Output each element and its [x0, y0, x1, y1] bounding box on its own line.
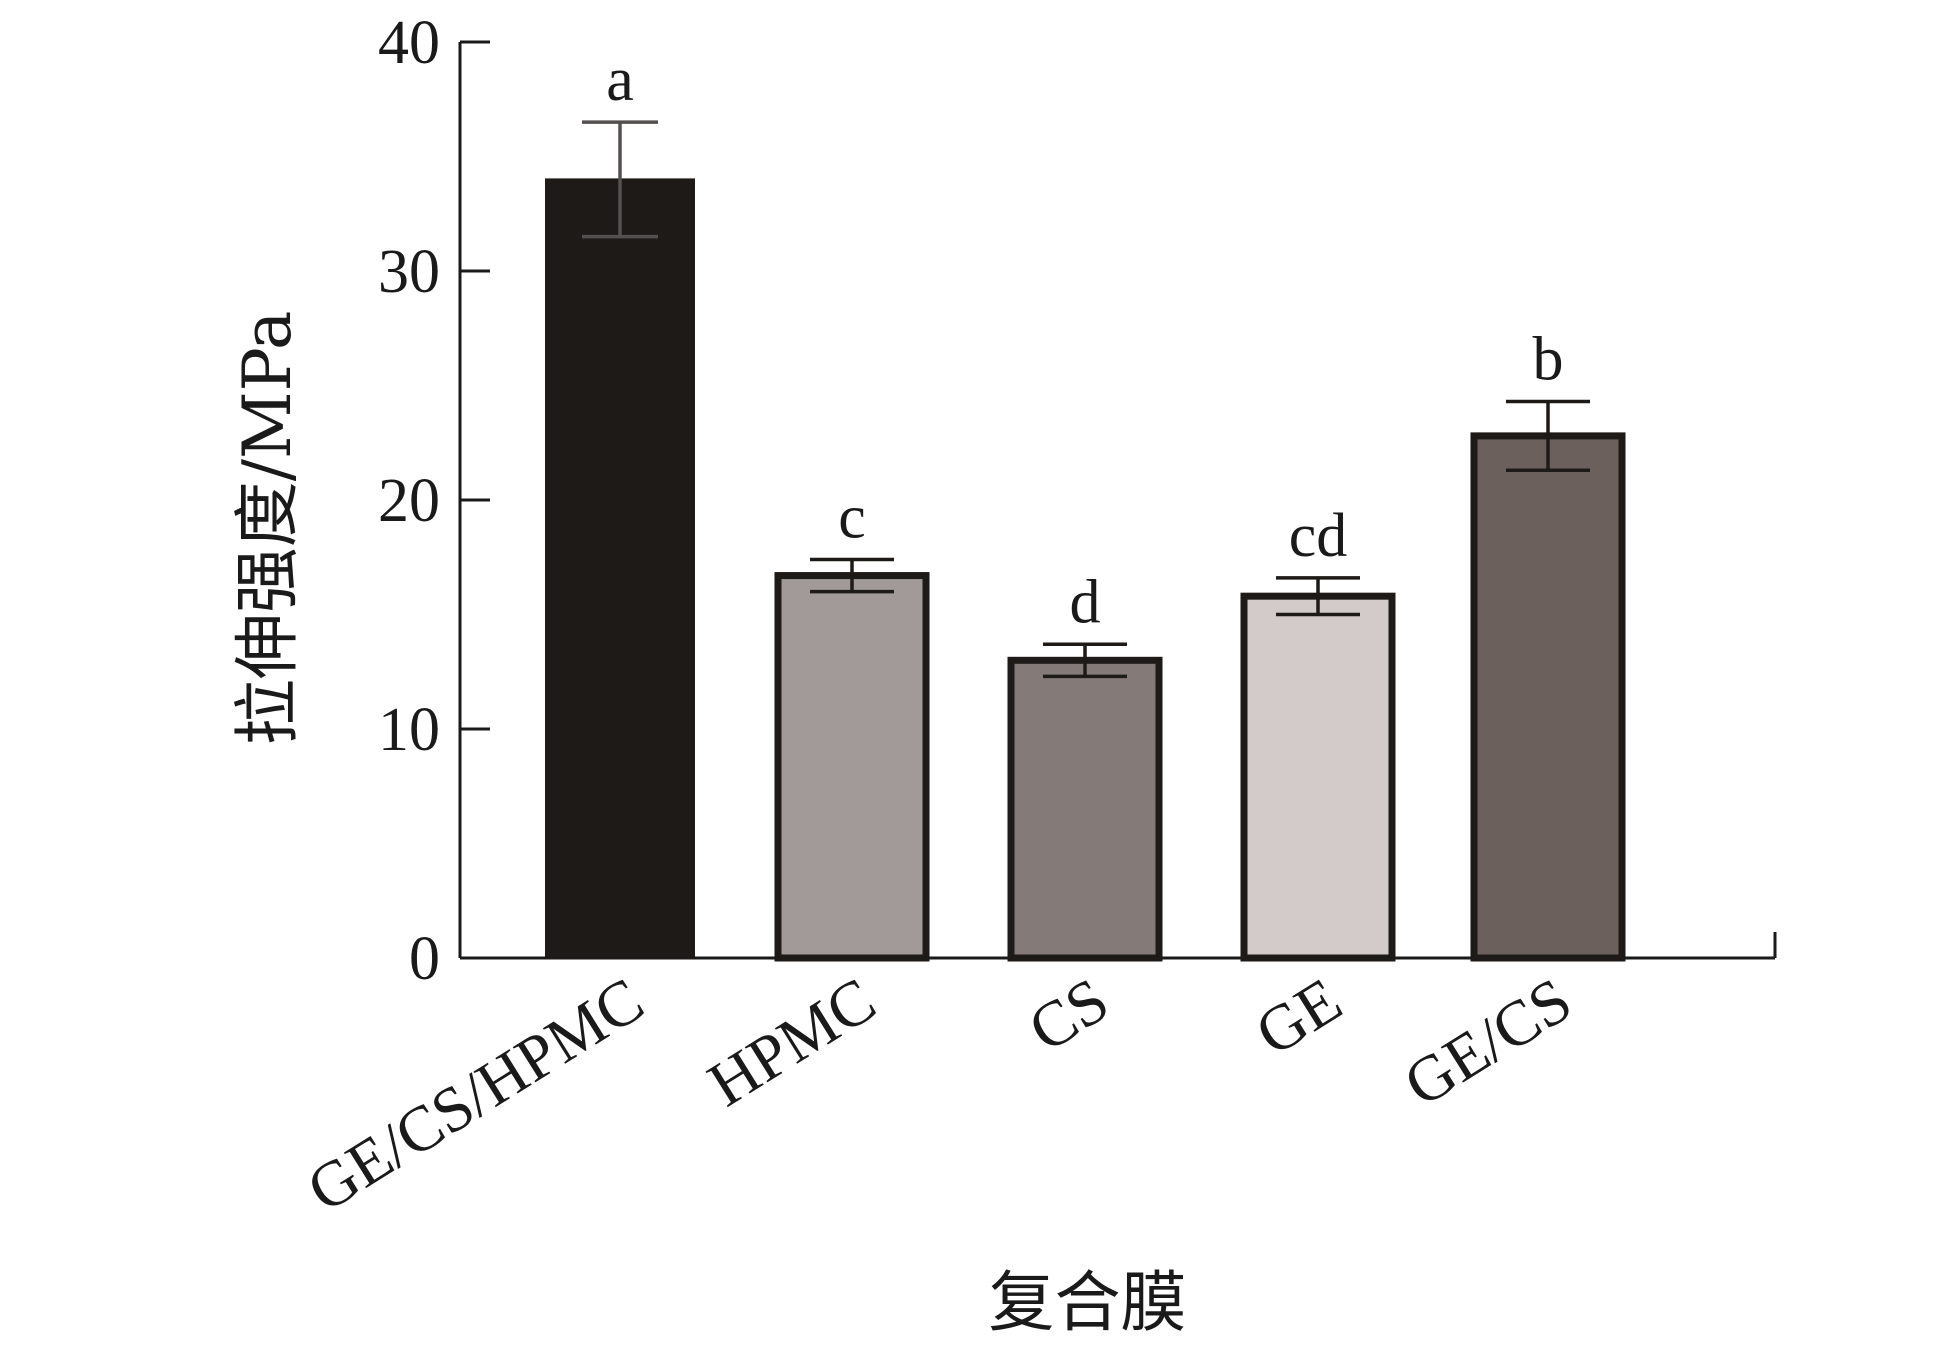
bar: [1470, 432, 1626, 962]
x-axis-title: 复合膜: [989, 1264, 1187, 1341]
y-tick-label: 40: [378, 9, 440, 77]
significance-label: d: [1070, 568, 1101, 636]
bar: [774, 572, 930, 962]
bar: [1007, 656, 1163, 962]
significance-label: c: [838, 484, 866, 552]
x-tick-label: CS: [1016, 964, 1120, 1066]
bar: [545, 178, 695, 959]
y-axis-title: 拉伸强度/MPa: [229, 311, 306, 746]
significance-label: a: [606, 46, 634, 114]
error-bars: [582, 120, 1590, 679]
bars: [545, 178, 1626, 962]
bar: [1240, 592, 1396, 962]
x-tick-label: HPMC: [696, 964, 887, 1120]
significance-label: b: [1533, 326, 1564, 394]
y-tick-label: 10: [378, 696, 440, 764]
y-tick-label: 30: [378, 238, 440, 306]
x-tick-label: GE/CS: [1392, 964, 1583, 1120]
significance-label: cd: [1289, 502, 1348, 570]
y-tick-label: 20: [378, 467, 440, 535]
y-tick-label: 0: [409, 925, 440, 993]
x-tick-label: GE/CS/HPMC: [295, 964, 655, 1226]
x-tick-label: GE: [1243, 964, 1353, 1069]
